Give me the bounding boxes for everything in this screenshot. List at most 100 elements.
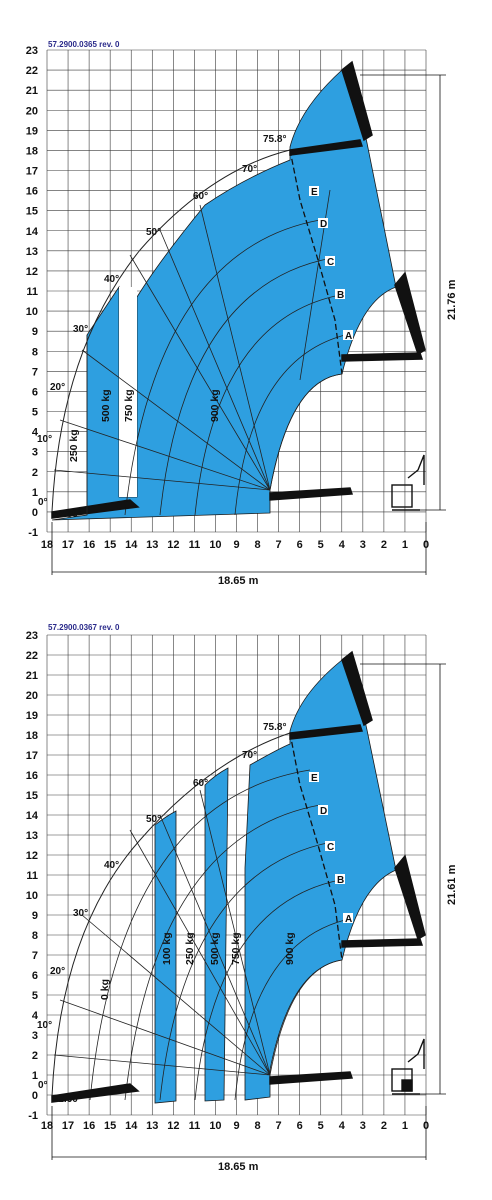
angle-label-1-1: 70° [242, 164, 257, 175]
y-tick-label: 17 [26, 750, 38, 762]
x-tick-label: 13 [146, 1120, 158, 1132]
x-tick-label: 6 [297, 1120, 303, 1132]
y-tick-label: 9 [32, 326, 38, 338]
load-label-2-2: 250 kg [184, 932, 196, 965]
y-tick-label: 23 [26, 630, 38, 642]
load-chart-1 [46, 49, 446, 575]
x-tick-label: 18 [41, 539, 53, 551]
ext-label-1-2: C [327, 257, 334, 268]
y-tick-label: 13 [26, 246, 38, 258]
x-axis-ticks-1: 18 17 16 15 14 13 12 11 10 9 8 7 6 5 4 3 2 1 0 [41, 539, 429, 551]
x-tick-label: 4 [339, 539, 346, 551]
x-tick-label: 11 [189, 539, 201, 551]
dimension-lines-2 [51, 663, 446, 1160]
load-label-1-3: 900 kg [209, 389, 221, 422]
y-tick-label: 20 [26, 105, 38, 117]
y-tick-label: 21 [26, 85, 38, 97]
x-tick-label: 14 [125, 539, 138, 551]
x-tick-label: 11 [189, 1120, 201, 1132]
x-tick-label: 2 [381, 539, 387, 551]
y-tick-label: 5 [32, 990, 38, 1002]
load-label-2-5: 900 kg [284, 932, 296, 965]
x-tick-label: 12 [167, 539, 179, 551]
dimension-lines-1 [51, 74, 446, 575]
machine-1 [391, 454, 425, 511]
load-label-1-1: 500 kg [100, 389, 112, 422]
y-tick-label: 3 [32, 1030, 38, 1042]
angle-label-2-0: 75.8° [263, 722, 286, 733]
angle-label-1-5: 30° [73, 324, 88, 335]
angle-label-1-0: 75.8° [263, 134, 286, 145]
x-tick-label: 14 [125, 1120, 138, 1132]
drawing-ref-2: 57.2900.0367 rev. 0 [48, 623, 120, 632]
y-tick-label: 14 [26, 226, 39, 238]
x-tick-label: 8 [254, 539, 260, 551]
y-tick-label: 12 [26, 850, 38, 862]
angle-label-1-4: 40° [104, 274, 119, 285]
y-tick-label: -1 [28, 1110, 38, 1122]
angle-label-1-7: 10° [37, 434, 52, 445]
x-tick-label: 16 [83, 539, 95, 551]
y-tick-label: 10 [26, 306, 38, 318]
ext-label-2-4: E [311, 773, 318, 784]
x-tick-label: 16 [83, 1120, 95, 1132]
y-tick-label: 1 [32, 1070, 38, 1082]
y-tick-label: 19 [26, 125, 38, 137]
x-axis-ticks-2: 18 17 16 15 14 13 12 11 10 9 8 7 6 5 4 3 2 1 0 [41, 1120, 429, 1132]
load-label-1-0: 250 kg [68, 429, 80, 462]
y-tick-label: 4 [32, 427, 39, 439]
drawing-ref-1: 57.2900.0365 rev. 0 [48, 40, 120, 49]
x-tick-label: 17 [62, 539, 74, 551]
y-tick-label: 0 [32, 507, 38, 519]
y-tick-label: 2 [32, 467, 38, 479]
x-tick-label: 9 [233, 1120, 239, 1132]
x-tick-label: 10 [209, 539, 221, 551]
ext-label-2-2: C [327, 842, 334, 853]
dashed-extension-line-1 [289, 149, 343, 375]
x-tick-label: 7 [276, 1120, 282, 1132]
angle-label-1-9: -2.60° [55, 509, 82, 520]
y-tick-label: 14 [26, 810, 39, 822]
ext-label-2-1: B [337, 875, 344, 886]
y-tick-label: 18 [26, 145, 38, 157]
y-tick-label: 1 [32, 487, 38, 499]
extension-labels-2: A B C D E [309, 772, 353, 925]
y-tick-label: -1 [28, 527, 38, 539]
ext-label-1-4: E [311, 187, 318, 198]
x-tick-label: 1 [402, 539, 408, 551]
max-reach-label-2: 18.65 m [218, 1161, 259, 1173]
reach-envelope-2 [154, 659, 397, 1104]
angle-label-1-8: 0° [38, 497, 48, 508]
y-tick-label: 10 [26, 890, 38, 902]
x-tick-label: 15 [104, 539, 116, 551]
x-tick-label: 12 [167, 1120, 179, 1132]
y-tick-label: 22 [26, 65, 38, 77]
angle-label-2-7: 10° [37, 1020, 52, 1031]
y-tick-label: 11 [26, 286, 38, 298]
y-tick-label: 21 [26, 670, 38, 682]
y-tick-label: 23 [26, 45, 38, 57]
x-tick-label: 5 [318, 539, 324, 551]
y-tick-label: 12 [26, 266, 38, 278]
y-tick-label: 18 [26, 730, 38, 742]
y-tick-label: 15 [26, 206, 38, 218]
angle-label-2-9: -2.60° [55, 1094, 82, 1105]
y-tick-label: 16 [26, 186, 38, 198]
x-tick-label: 8 [254, 1120, 260, 1132]
x-tick-label: 1 [402, 1120, 408, 1132]
machine-2 [391, 1038, 425, 1095]
y-tick-label: 8 [32, 930, 38, 942]
x-tick-label: 7 [276, 539, 282, 551]
load-label-2-1: 100 kg [161, 932, 173, 965]
load-label-2-3: 500 kg [209, 932, 221, 965]
x-tick-label: 18 [41, 1120, 53, 1132]
load-label-1-2: 750 kg [123, 389, 135, 422]
y-tick-label: 6 [32, 386, 38, 398]
y-tick-label: 16 [26, 770, 38, 782]
x-tick-label: 0 [423, 539, 429, 551]
x-tick-label: 0 [423, 1120, 429, 1132]
x-tick-label: 15 [104, 1120, 116, 1132]
ext-label-2-0: A [345, 914, 352, 925]
y-tick-label: 5 [32, 407, 38, 419]
